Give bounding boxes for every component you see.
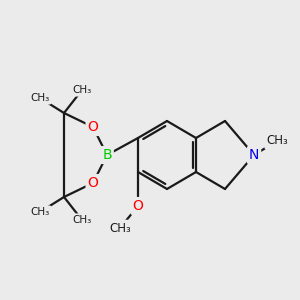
Text: O: O <box>88 176 98 190</box>
Text: B: B <box>102 148 112 162</box>
Text: N: N <box>249 148 259 162</box>
Text: CH₃: CH₃ <box>72 85 92 95</box>
Text: O: O <box>88 120 98 134</box>
Text: CH₃: CH₃ <box>30 207 50 217</box>
Text: CH₃: CH₃ <box>30 93 50 103</box>
Text: O: O <box>133 199 143 213</box>
Text: CH₃: CH₃ <box>72 215 92 225</box>
Text: CH₃: CH₃ <box>266 134 288 148</box>
Text: CH₃: CH₃ <box>109 221 131 235</box>
